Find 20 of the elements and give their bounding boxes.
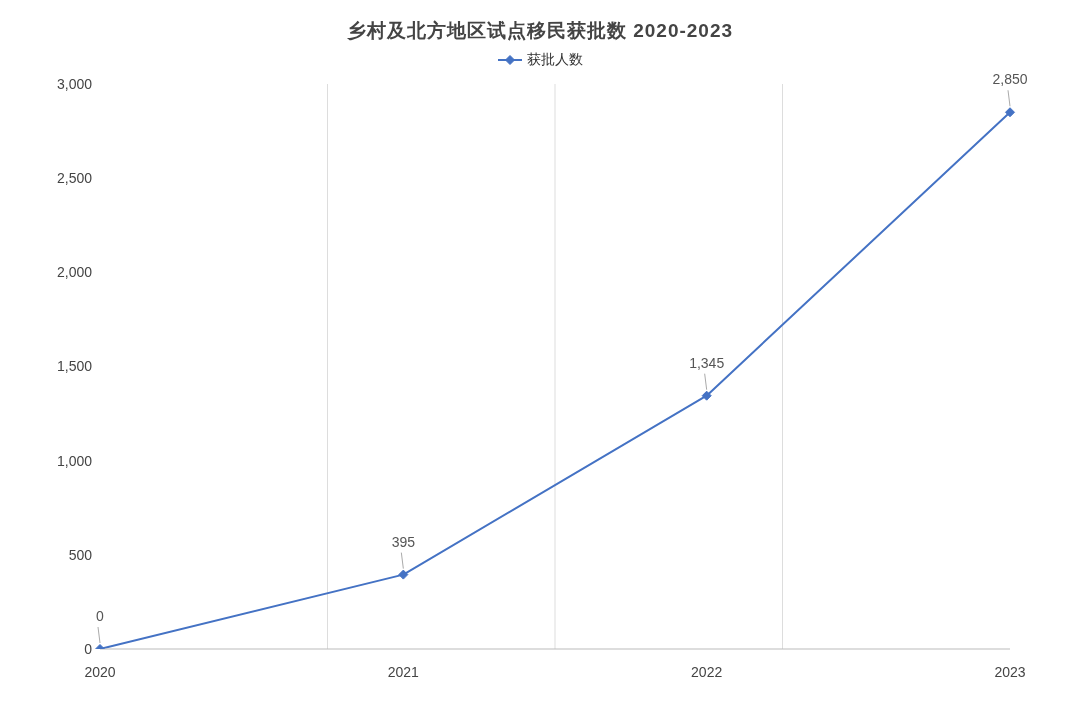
data-label: 395 [391, 533, 416, 550]
x-tick-label: 2022 [691, 663, 723, 680]
x-tick-label: 2020 [84, 663, 116, 680]
chart-title: 乡村及北方地区试点移民获批数 2020-2023 [345, 19, 735, 43]
x-tick-label: 2021 [387, 663, 420, 680]
y-tick-label: 2,000 [56, 264, 93, 281]
point [701, 390, 712, 401]
data-label: 2,850 [992, 71, 1028, 88]
data-label: 0 [96, 608, 105, 624]
y-tick-label: 3,000 [56, 75, 93, 92]
y-tick-label: 500 [68, 546, 93, 563]
x-tick-label: 2023 [994, 663, 1026, 680]
legend-label: 获批人数 [527, 51, 583, 69]
y-tick-label: 0 [84, 640, 93, 657]
y-tick-label: 1,000 [56, 452, 93, 469]
data-label: 1,345 [689, 354, 725, 371]
point [398, 569, 409, 580]
point [1005, 107, 1015, 118]
y-tick-label: 1,500 [56, 358, 93, 375]
y-tick-label: 2,500 [56, 170, 93, 187]
